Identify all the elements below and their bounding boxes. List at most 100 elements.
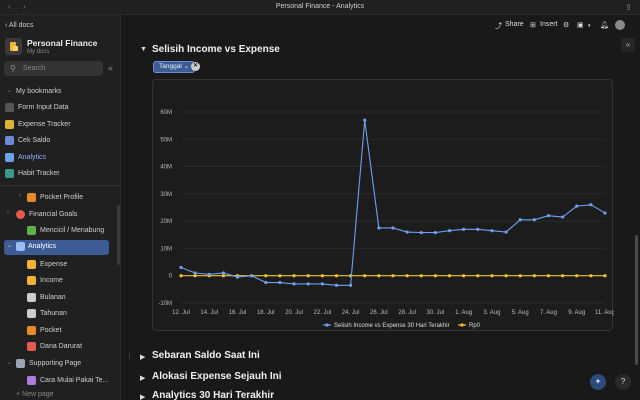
tree-label: Financial Goals bbox=[29, 211, 78, 218]
tree-label: Dana Darurat bbox=[40, 343, 83, 350]
chevron-down-icon: ⌄ bbox=[7, 88, 13, 94]
section-title-alokasi: Alokasi Expense Sejauh Ini bbox=[152, 371, 282, 382]
data-point bbox=[561, 274, 565, 278]
x-tick-label: 3. Aug bbox=[483, 310, 500, 316]
drag-handle-icon[interactable]: ⋮ bbox=[126, 353, 133, 360]
insert-button[interactable]: Insert bbox=[540, 21, 558, 28]
main-scrollbar[interactable] bbox=[635, 235, 638, 365]
insert-icon[interactable]: ⊞ bbox=[530, 22, 536, 29]
data-point bbox=[490, 274, 494, 278]
data-point bbox=[377, 274, 381, 278]
folder-icon bbox=[27, 193, 36, 202]
tree-pocket[interactable]: Pocket bbox=[0, 324, 120, 338]
y-tick-label: 50M bbox=[160, 137, 172, 143]
data-point bbox=[179, 274, 183, 278]
share-icon[interactable]: ⤴ bbox=[495, 23, 502, 30]
data-point bbox=[419, 274, 423, 278]
bookmarks-header[interactable]: ⌄ My bookmarks bbox=[0, 85, 120, 99]
tree-supporting-page[interactable]: ⌄ Supporting Page bbox=[0, 357, 120, 371]
habit-icon bbox=[5, 169, 14, 178]
data-point bbox=[603, 211, 607, 215]
data-point bbox=[405, 274, 409, 278]
tree-pocket-profile[interactable]: › Pocket Profile bbox=[0, 191, 120, 205]
data-point bbox=[504, 230, 508, 234]
expand-caret-icon[interactable]: ▶ bbox=[140, 375, 146, 382]
tree-dana-darurat[interactable]: Dana Darurat bbox=[0, 340, 120, 354]
legend-label: Selisih Income vs Expense 30 Hari Terakh… bbox=[334, 323, 450, 329]
y-tick-label: 10M bbox=[160, 246, 172, 252]
workspace-name[interactable]: Personal Finance bbox=[27, 38, 98, 48]
chevron-down-icon: ⌄ bbox=[7, 360, 13, 366]
tree-label: Analytics bbox=[28, 243, 57, 250]
avatar[interactable] bbox=[615, 20, 625, 30]
y-tick-label: -10M bbox=[158, 301, 172, 307]
data-point bbox=[546, 214, 551, 218]
expand-caret-icon[interactable]: ▶ bbox=[140, 354, 146, 361]
bookmark-label: Form Input Data bbox=[18, 104, 69, 111]
data-point bbox=[334, 274, 339, 278]
data-point bbox=[278, 280, 282, 285]
gear-icon[interactable]: ⚙ bbox=[563, 22, 570, 29]
tree-financial-goals[interactable]: › Financial Goals bbox=[0, 208, 120, 222]
data-point bbox=[306, 282, 310, 286]
clear-filter-icon[interactable]: ✕ bbox=[191, 62, 200, 71]
data-point bbox=[193, 271, 197, 275]
all-docs-link[interactable]: ‹ All docs bbox=[5, 22, 34, 29]
data-point bbox=[462, 227, 466, 231]
filter-chip-label: Tanggal bbox=[159, 63, 182, 70]
comment-icon[interactable]: ▣ bbox=[577, 22, 584, 29]
tree-income[interactable]: Income bbox=[0, 274, 120, 288]
main-content: ▼ Selisih Income vs Expense Tanggal ⌄ ✕ … bbox=[121, 15, 621, 400]
bell-icon[interactable]: 🔔︎ bbox=[600, 22, 609, 29]
tree-bulanan[interactable]: Bulanan bbox=[0, 291, 120, 305]
bookmark-analytics[interactable]: Analytics bbox=[0, 151, 120, 165]
tree-label: Pocket Profile bbox=[40, 194, 84, 201]
bookmark-cek-saldo[interactable]: Cek Saldo bbox=[0, 134, 120, 148]
tree-expense[interactable]: Expense bbox=[0, 258, 120, 272]
x-tick-label: 30. Jul bbox=[427, 310, 445, 316]
data-point bbox=[221, 271, 225, 275]
ai-assistant-icon[interactable]: ✦ bbox=[590, 374, 606, 390]
tree-label: Income bbox=[40, 277, 63, 284]
filter-chip-tanggal[interactable]: Tanggal ⌄ bbox=[153, 61, 196, 73]
bookmark-habit-tracker[interactable]: Habit Tracker bbox=[0, 167, 120, 181]
back-icon[interactable]: ‹ bbox=[8, 2, 11, 11]
data-point bbox=[433, 274, 437, 278]
x-tick-label: 1. Aug bbox=[455, 310, 472, 316]
collapse-sidebar-icon[interactable]: « bbox=[108, 63, 114, 73]
data-point bbox=[405, 230, 409, 234]
window-title: Personal Finance - Analytics bbox=[275, 3, 365, 10]
data-point bbox=[546, 274, 551, 278]
export-icon[interactable]: ⇪ bbox=[625, 3, 632, 12]
legend-marker bbox=[460, 323, 464, 327]
tree-tahunan[interactable]: Tahunan bbox=[0, 307, 120, 321]
collapse-panel-icon[interactable]: « bbox=[621, 38, 635, 52]
y-tick-label: 40M bbox=[160, 165, 172, 171]
collapse-caret-icon[interactable]: ▼ bbox=[140, 46, 147, 53]
data-point bbox=[490, 229, 494, 233]
tree-mencicil-menabung[interactable]: Mencicil / Menabung bbox=[0, 224, 120, 238]
share-button[interactable]: Share bbox=[505, 21, 524, 28]
help-icon[interactable]: ? bbox=[615, 374, 631, 390]
y-tick-label: 30M bbox=[160, 192, 172, 198]
expand-caret-icon[interactable]: ▶ bbox=[140, 394, 146, 400]
new-page-button[interactable]: + New page bbox=[0, 388, 120, 400]
sidebar-scrollbar[interactable] bbox=[117, 205, 120, 265]
forward-icon[interactable]: › bbox=[23, 2, 26, 11]
section-title-sebaran: Sebaran Saldo Saat Ini bbox=[152, 350, 260, 361]
x-tick-label: 14. Jul bbox=[200, 310, 218, 316]
tree-label: Mencicil / Menabung bbox=[40, 227, 105, 234]
data-point bbox=[447, 229, 452, 233]
section-title-analytics-30: Analytics 30 Hari Terakhir bbox=[152, 390, 275, 400]
data-point bbox=[575, 274, 579, 278]
bookmark-form-input-data[interactable]: Form Input Data bbox=[0, 101, 120, 115]
chevron-down-icon[interactable]: ▾ bbox=[588, 23, 591, 29]
plant-icon bbox=[27, 226, 36, 235]
tree-analytics[interactable]: ⌄ Analytics bbox=[4, 240, 109, 255]
x-tick-label: 9. Aug bbox=[568, 310, 585, 316]
data-point bbox=[264, 280, 268, 285]
tree-cara-mulai[interactable]: Cara Mulai Pakai Te... bbox=[0, 374, 120, 388]
search-input[interactable]: ⚲ Search bbox=[4, 61, 103, 76]
data-point bbox=[320, 274, 324, 278]
bookmark-expense-tracker[interactable]: Expense Tracker bbox=[0, 118, 120, 132]
